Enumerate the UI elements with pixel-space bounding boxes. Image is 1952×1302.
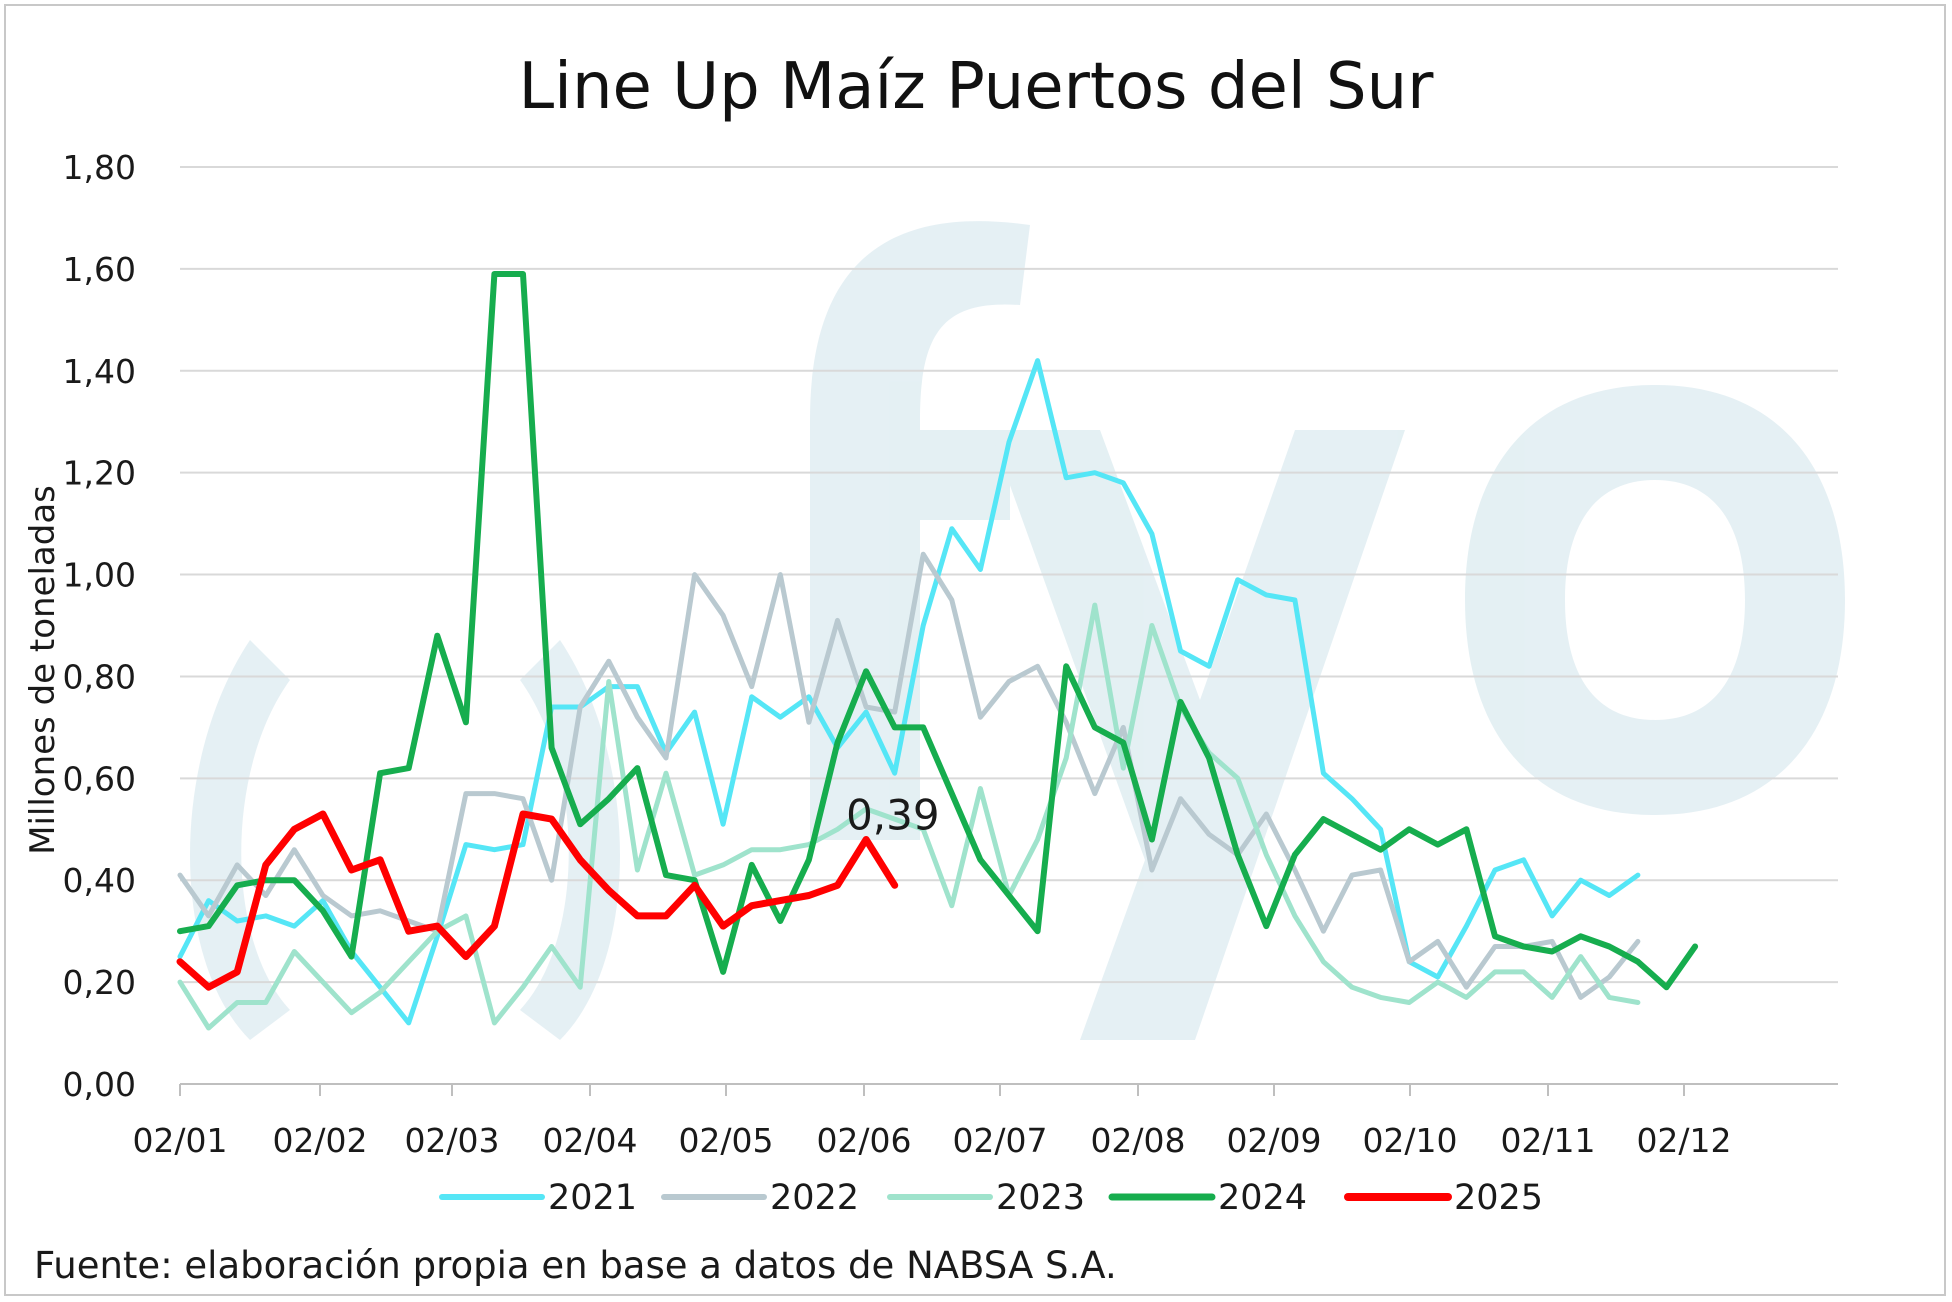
x-tick-label: 02/01: [132, 1121, 227, 1160]
legend-label-2022: 2022: [770, 1178, 859, 1218]
series-line-2021: [177, 358, 1641, 1026]
y-axis-ticks: 0,00 0,20 0,40 0,60 0,80 1,00 1,20 1,40 1,60 1,80: [63, 148, 136, 1104]
chart-frame: [4, 4, 1946, 1296]
series-line-2024: [177, 271, 1699, 991]
y-tick-label: 1,80: [63, 148, 136, 187]
legend-label-2021: 2021: [548, 1178, 637, 1218]
x-tick-label: 02/03: [404, 1121, 499, 1160]
x-tick-label: 02/12: [1636, 1121, 1731, 1160]
x-tick-label: 02/08: [1090, 1121, 1185, 1160]
chart-title: Line Up Maíz Puertos del Sur: [519, 50, 1435, 124]
legend-label-2024: 2024: [1218, 1178, 1307, 1218]
source-note: Fuente: elaboración propia en base a dat…: [34, 1244, 1117, 1287]
legend-label-2023: 2023: [996, 1178, 1085, 1218]
y-tick-label: 0,20: [63, 963, 136, 1002]
series-line-2023: [177, 602, 1641, 1031]
y-axis-label: Millones de toneladas: [23, 485, 63, 855]
y-tick-label: 0,60: [63, 759, 136, 798]
last-value-annotation: 0,39: [846, 790, 940, 839]
x-tick-label: 02/07: [952, 1121, 1047, 1160]
y-tick-label: 0,00: [63, 1065, 136, 1104]
y-tick-label: 1,20: [63, 454, 136, 493]
x-tick-label: 02/10: [1362, 1121, 1457, 1160]
series-line-2025: [176, 810, 899, 991]
y-tick-label: 1,60: [63, 250, 136, 289]
x-tick-label: 02/06: [816, 1121, 911, 1160]
x-tick-label: 02/09: [1226, 1121, 1321, 1160]
y-tick-label: 0,40: [63, 861, 136, 900]
x-tick-label: 02/04: [542, 1121, 637, 1160]
x-axis: 02/01 02/02 02/03 02/04 02/05 02/06 02/07 02/08…: [132, 1083, 1838, 1160]
series-lines: [176, 271, 1699, 1031]
x-tick-label: 02/05: [678, 1121, 773, 1160]
legend-label-2025: 2025: [1454, 1178, 1543, 1218]
y-tick-label: 1,00: [63, 556, 136, 595]
x-tick-label: 02/11: [1500, 1121, 1595, 1160]
legend: 2021 2022 2023 2024 2025: [439, 1178, 1543, 1218]
gridlines: [180, 166, 1838, 984]
y-tick-label: 1,40: [63, 352, 136, 391]
y-tick-label: 0,80: [63, 657, 136, 696]
x-tick-label: 02/02: [272, 1121, 367, 1160]
